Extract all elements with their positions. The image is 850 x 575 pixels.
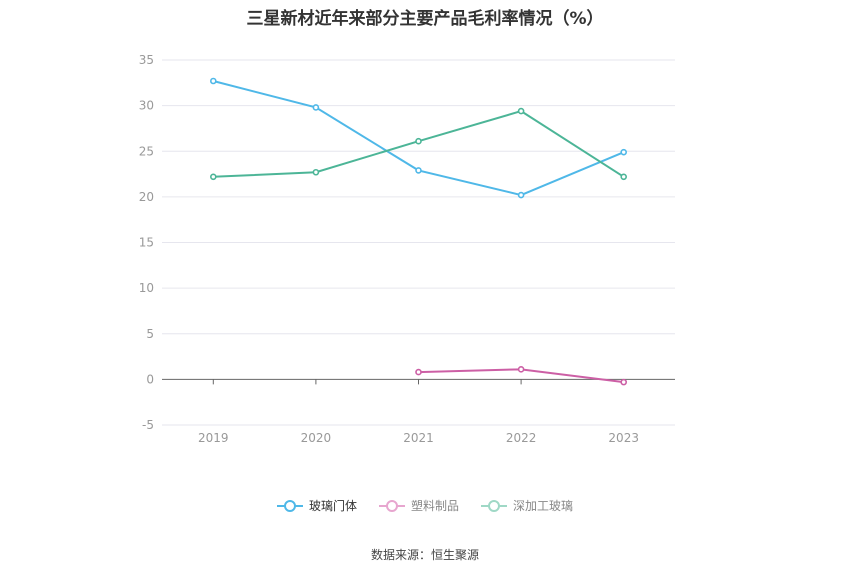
x-tick-label-3: 2022 [506,431,537,445]
data-point-series-1-2023 [620,148,628,156]
y-tick-label-3: 20 [139,190,154,204]
y-tick-label-0: 35 [139,53,154,67]
legend-item-series-3[interactable]: 深加工玻璃 [481,497,573,514]
legend-label-series-2: 塑料制品 [410,499,459,513]
chart-title: 三星新材近年来部分主要产品毛利率情况（%） [246,9,604,29]
data-point-series-3-2023 [620,173,628,181]
y-tick-label-4: 15 [139,236,154,250]
data-point-series-3-2020 [312,168,320,176]
data-point-series-2-2021 [415,368,422,376]
legend: 玻璃门体 塑料制品 深加工玻璃 [0,497,850,514]
x-tick-label-2: 2021 [403,431,434,445]
legend-item-series-2[interactable]: 塑料制品 [378,497,459,514]
y-tick-label-1: 30 [139,99,154,113]
x-tick-label-0: 2019 [198,431,229,445]
data-point-series-1-2022 [517,191,525,199]
legend-marker-series-2 [378,499,405,512]
legend-item-series-1[interactable]: 玻璃门体 [276,497,357,514]
x-tick-label-4: 2023 [608,431,639,445]
legend-marker-series-3 [481,499,507,512]
y-tick-label-8: -5 [142,418,154,432]
y-tick-label-6: 5 [146,327,154,341]
data-point-series-1-2021 [415,167,422,174]
data-point-series-1-2019 [210,77,217,85]
data-point-series-1-2020 [312,104,320,111]
data-point-series-2-2022 [517,366,525,373]
x-tick-label-1: 2020 [301,431,332,445]
y-tick-label-2: 25 [139,144,154,158]
y-tick-label-7: 0 [146,372,154,386]
data-point-series-3-2022 [517,107,525,115]
data-point-series-3-2021 [415,137,422,145]
legend-marker-series-1 [276,499,303,512]
legend-label-series-3: 深加工玻璃 [513,499,574,513]
data-point-series-2-2023 [620,378,628,386]
source-text: 数据来源：恒生聚源 [370,548,479,562]
y-tick-label-5: 10 [139,281,154,295]
data-point-series-3-2019 [210,173,217,181]
legend-label-series-1: 玻璃门体 [308,499,357,513]
